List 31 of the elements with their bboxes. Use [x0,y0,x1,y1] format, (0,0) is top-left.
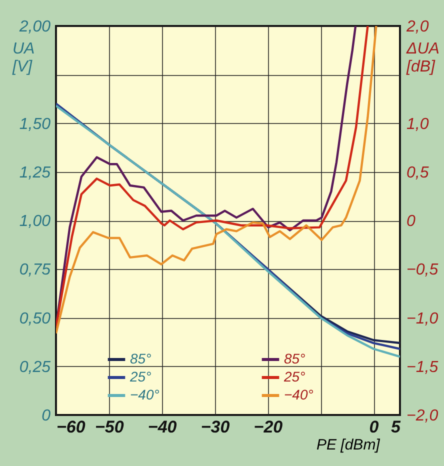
x-tick-label: −60 [56,418,86,436]
y-tick-label: 2,00 [18,18,51,36]
y2-tick-label: 0 [406,213,416,230]
x-tick-label: −20 [254,418,284,436]
x-tick-label: −30 [200,418,230,436]
legend-label: 85° [284,350,306,366]
legend-label: 25° [129,368,152,384]
y-tick-label: 1,00 [19,213,51,230]
x-tick-label: −40 [148,418,178,436]
y-tick-label: 0,75 [19,262,51,279]
y2-tick-label: 0,5 [406,164,429,182]
x-tick-label: 5 [391,418,402,436]
y2-tick-label: 2,0 [406,18,429,36]
legend-label: −40° [130,386,160,402]
y2-axis-title: ΔUA [dB] [406,40,440,76]
x-tick-label: −50 [95,418,124,436]
legend-label: 25° [283,368,306,384]
x-tick-label: 0 [369,418,380,436]
y-tick-label: 1,25 [19,164,51,182]
x-axis-title: PE [dBm] [316,436,381,454]
y2-tick-label: −0,5 [406,262,438,279]
legend-label: 85° [130,350,152,366]
legend-label: −40° [284,386,314,402]
y-tick-label: 0,50 [19,310,51,328]
y2-tick-label: −1,5 [406,358,438,376]
y-tick-label: 1,50 [19,116,51,133]
y-tick-label: 0,25 [19,358,51,376]
y2-tick-label: −1,0 [406,310,438,328]
y2-tick-label: −2,0 [406,408,438,424]
y2-tick-label: 1,0 [406,116,429,133]
y-axis-title: UA [V] [12,40,35,76]
